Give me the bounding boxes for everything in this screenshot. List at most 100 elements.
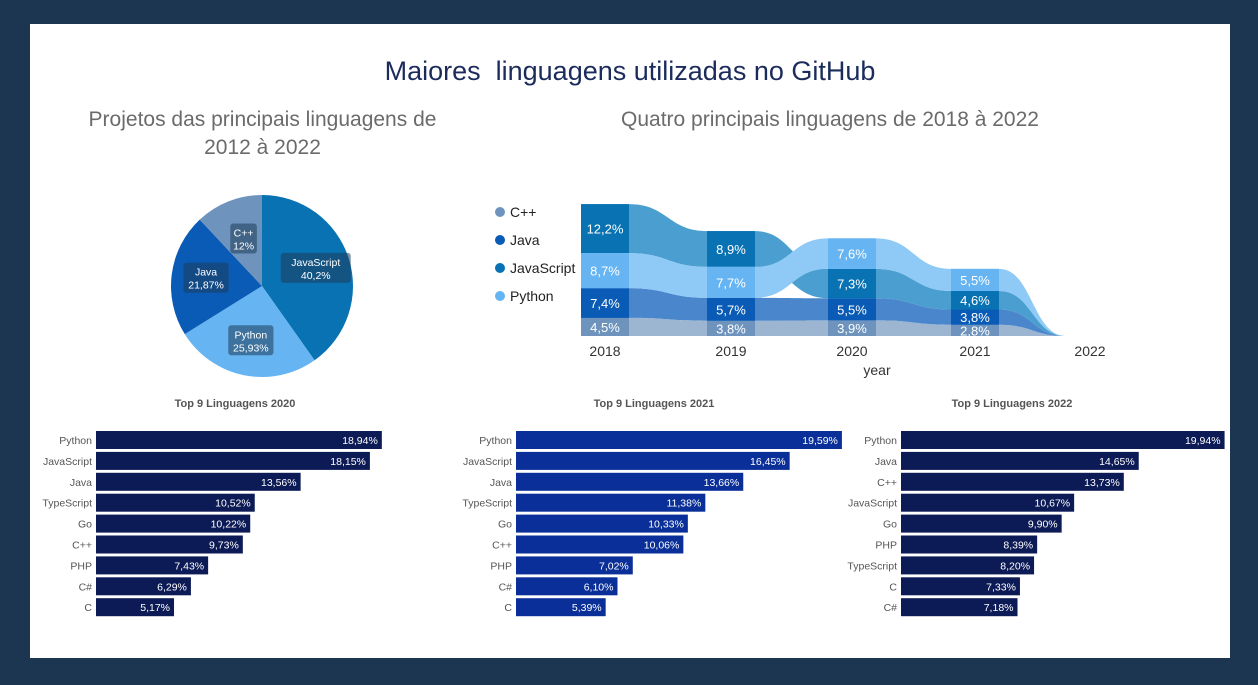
stream-chart: 4,5% 3,8% 3,9% 2,8% 7,4% 5,7% 5,5% 3,8% 12,2% 8,9… <box>495 204 1114 378</box>
bar-value-2020-python: 18,94% <box>342 435 378 447</box>
pie-title-line2: 2012 à 2022 <box>204 136 321 159</box>
stream-x-tick-2021: 2021 <box>959 343 990 359</box>
stream-block-cplusplus-2021 <box>951 324 999 336</box>
bar-chart-title-2021: Top 9 Linguagens 2021 <box>594 398 715 410</box>
stream-label-python-2020: 7,6% <box>837 247 867 262</box>
bar-value-2022-csharp: 7,18% <box>984 602 1014 614</box>
bar-category-2021-typescript: TypeScript <box>462 498 512 510</box>
pie-label-box-java <box>183 262 229 293</box>
bar-category-2020-typescript: TypeScript <box>42 498 92 510</box>
dashboard-canvas: Maiores linguagens utilizadas no GitHub … <box>30 24 1230 658</box>
bar-2022-csharp <box>901 598 1018 617</box>
bar-category-2020-csharp: C# <box>79 581 93 593</box>
bar-chart-title-2022: Top 9 Linguagens 2022 <box>952 398 1073 410</box>
stream-label-javascript-2020: 7,3% <box>837 277 867 292</box>
bar-chart-title-2020: Top 9 Linguagens 2020 <box>175 398 296 410</box>
stream-label-python-2018: 8,7% <box>590 264 620 279</box>
pie-title-line1: Projetos das principais linguagens de <box>88 108 437 131</box>
bar-category-2022-c: C <box>889 581 897 593</box>
stream-x-tick-2018: 2018 <box>589 343 620 359</box>
bar-value-2022-javascript: 10,67% <box>1035 498 1071 510</box>
bar-category-2020-python: Python <box>59 435 92 447</box>
bar-category-2022-csharp: C# <box>884 602 898 614</box>
stream-label-javascript-2021: 4,6% <box>960 293 990 308</box>
stream-x-tick-2020: 2020 <box>836 343 867 359</box>
bar-category-2020-php: PHP <box>70 560 92 572</box>
bar-value-2020-typescript: 10,52% <box>215 498 251 510</box>
bar-category-2021-php: PHP <box>490 560 512 572</box>
bar-category-2021-c: C <box>504 602 512 614</box>
pie-label-name-cplusplus: C++ <box>234 227 254 239</box>
pie-label-box-javascript <box>280 252 351 283</box>
bar-chart-2020: Top 9 Linguagens 2020 Python 18,94% JavaScr… <box>42 398 382 617</box>
bar-2022-c <box>901 577 1020 596</box>
bar-value-2022-php: 8,39% <box>1003 540 1033 552</box>
bar-value-2020-java: 13,56% <box>261 477 297 489</box>
bar-charts: Top 9 Linguagens 2020 Python 18,94% JavaScr… <box>42 398 1225 617</box>
bar-2021-csharp <box>516 577 618 596</box>
bar-2022-java <box>901 451 1139 470</box>
bar-2021-python <box>516 431 842 449</box>
stream-x-axis-label: year <box>863 362 891 378</box>
bar-2020-java <box>96 472 301 491</box>
stream-x-tick-2022: 2022 <box>1074 343 1105 359</box>
legend-label-javascript: JavaScript <box>510 260 575 276</box>
bar-2021-go <box>516 514 688 533</box>
bar-value-2020-php: 7,43% <box>174 560 204 572</box>
bar-value-2021-php: 7,02% <box>599 560 629 572</box>
stream-block-python-2020 <box>828 238 876 269</box>
bar-category-2021-java: Java <box>490 477 512 489</box>
pie-label-box-python <box>228 325 274 356</box>
pie-label-value-python: 25,93% <box>233 342 269 354</box>
bar-category-2020-java: Java <box>70 477 92 489</box>
bar-2022-cplusplus <box>901 472 1124 491</box>
bar-value-2022-python: 19,94% <box>1185 435 1221 447</box>
bar-category-2022-python: Python <box>864 435 897 447</box>
bar-category-2020-go: Go <box>78 519 92 531</box>
stream-block-java-2019 <box>707 297 755 321</box>
stream-block-javascript-2020 <box>828 268 876 299</box>
bar-category-2020-cplusplus: C++ <box>72 540 92 552</box>
bar-2022-typescript <box>901 556 1035 575</box>
legend-label-python: Python <box>510 288 554 304</box>
bar-2022-python <box>901 431 1225 449</box>
bar-value-2022-cplusplus: 13,73% <box>1084 477 1120 489</box>
stream-label-java-2021: 3,8% <box>960 310 990 325</box>
bar-category-2022-cplusplus: C++ <box>877 477 897 489</box>
bar-category-2022-javascript: JavaScript <box>848 498 897 510</box>
stream-block-javascript-2021 <box>951 290 999 310</box>
bar-category-2022-typescript: TypeScript <box>847 560 897 572</box>
bar-2022-php <box>901 535 1038 554</box>
stream-label-javascript-2019: 8,9% <box>716 242 746 257</box>
bar-category-2022-java: Java <box>875 456 897 468</box>
bar-value-2020-c: 5,17% <box>140 602 170 614</box>
bar-2020-php <box>96 556 209 575</box>
area-title: Quatro principais linguagens de 2018 à 2… <box>621 108 1039 131</box>
stream-block-java-2021 <box>951 309 999 325</box>
stream-label-cplusplus-2019: 3,8% <box>716 321 746 336</box>
bar-2021-cplusplus <box>516 535 684 554</box>
pie-label-name-java: Java <box>195 267 217 279</box>
stream-x-tick-2019: 2019 <box>715 343 746 359</box>
bar-category-2020-c: C <box>84 602 92 614</box>
stream-block-cplusplus-2019 <box>707 320 755 336</box>
stream-label-java-2020: 5,5% <box>837 302 867 317</box>
bar-2021-php <box>516 556 633 575</box>
bar-value-2021-go: 10,33% <box>648 519 684 531</box>
stream-block-java-2018 <box>581 288 629 318</box>
bar-2020-python <box>96 431 382 449</box>
bar-value-2022-typescript: 8,20% <box>1000 560 1030 572</box>
bar-value-2021-python: 19,59% <box>802 435 838 447</box>
bar-value-2021-csharp: 6,10% <box>584 581 614 593</box>
stream-label-python-2021: 5,5% <box>960 273 990 288</box>
pie-label-name-python: Python <box>235 329 268 341</box>
stream-block-javascript-2019 <box>707 231 755 267</box>
bar-value-2022-go: 9,90% <box>1028 519 1058 531</box>
legend-swatch-java <box>495 235 505 245</box>
bar-value-2020-go: 10,22% <box>211 519 247 531</box>
bar-2020-typescript <box>96 493 255 512</box>
bar-category-2021-go: Go <box>498 519 512 531</box>
page-title: Maiores linguagens utilizadas no GitHub <box>384 56 876 86</box>
